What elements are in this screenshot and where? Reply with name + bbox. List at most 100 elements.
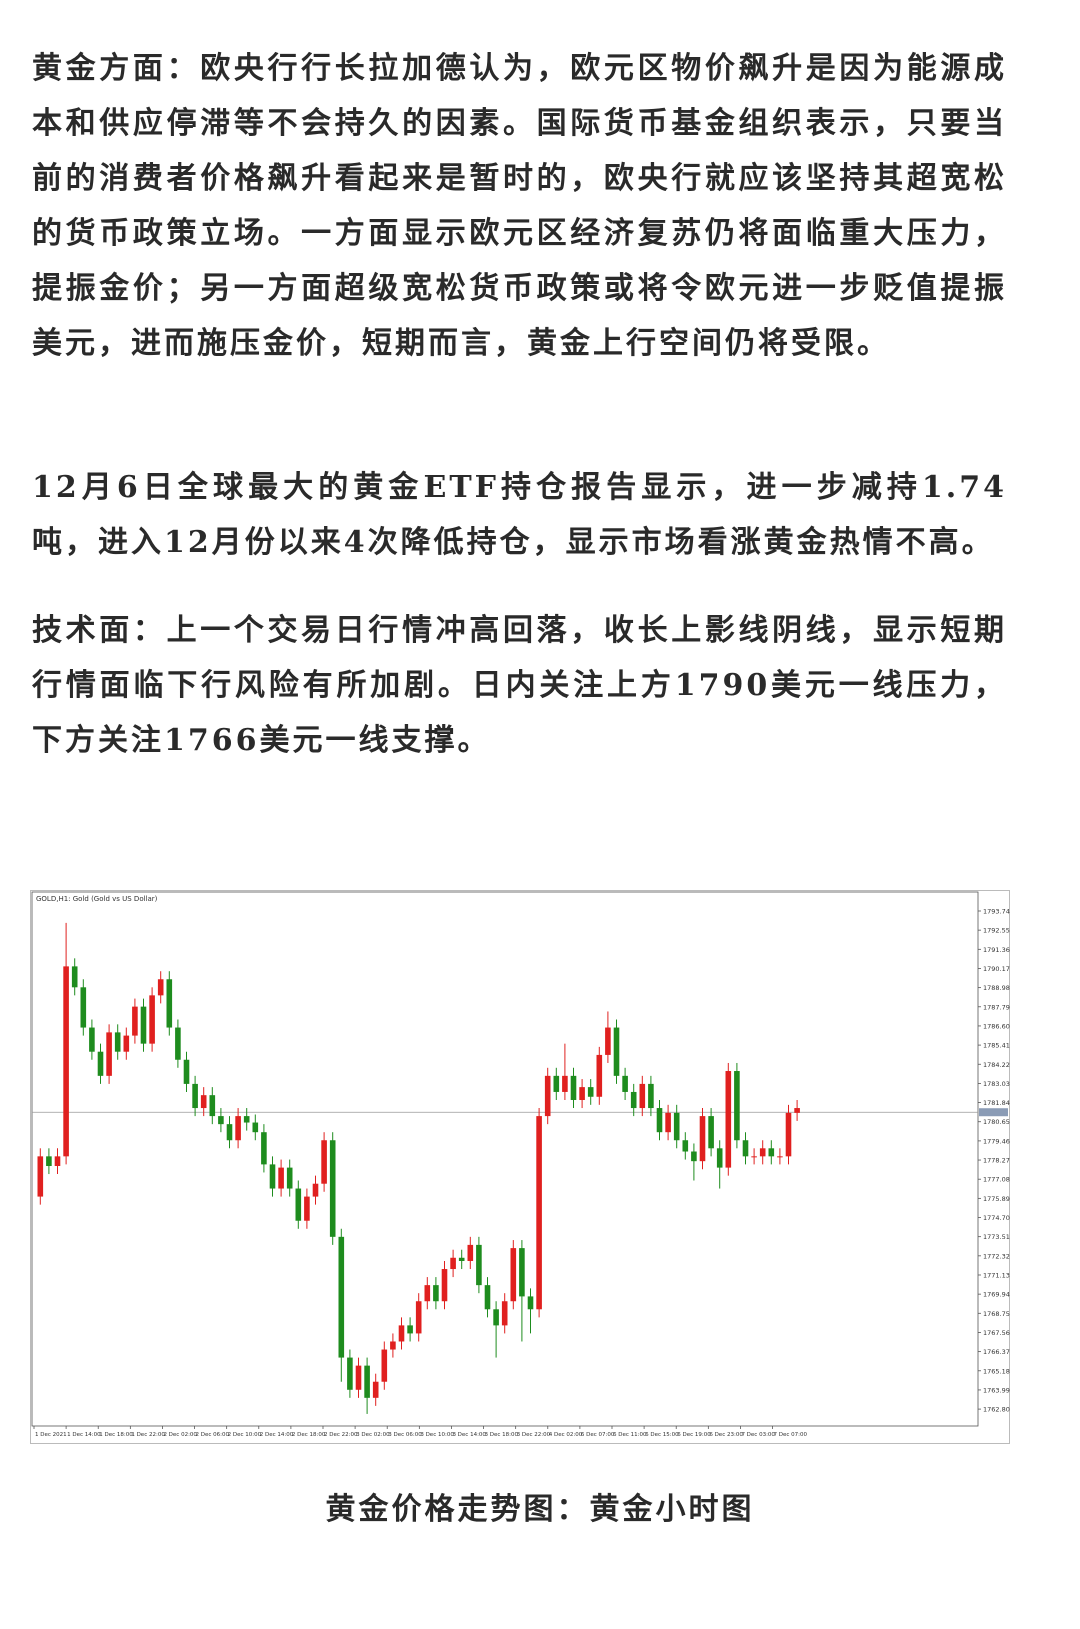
candle-body xyxy=(553,1075,560,1092)
candle-body xyxy=(587,1087,594,1097)
candle-body xyxy=(157,979,164,996)
y-tick-label: 1775.89 xyxy=(983,1195,1010,1203)
x-tick-label: 3 Dec 22:00 xyxy=(517,1432,551,1438)
y-tick-label: 1774.70 xyxy=(983,1214,1010,1222)
candle-body xyxy=(596,1054,603,1097)
candle-body xyxy=(794,1108,800,1113)
chart: GOLD,H1: Gold (Gold vs US Dollar) 1793.7… xyxy=(30,890,1010,1444)
candle-body xyxy=(458,1257,465,1261)
candle-body xyxy=(381,1349,388,1382)
candle-body xyxy=(759,1148,766,1157)
x-tick-label: 6 Dec 15:00 xyxy=(645,1432,679,1438)
y-tick-label: 1780.65 xyxy=(983,1118,1010,1126)
candle-body xyxy=(123,1035,130,1052)
candle-body xyxy=(613,1027,620,1076)
x-tick-label: 3 Dec 10:00 xyxy=(420,1432,454,1438)
candle-body xyxy=(372,1381,379,1398)
y-tick-label: 1785.41 xyxy=(983,1042,1010,1050)
y-tick-label: 1766.37 xyxy=(983,1348,1010,1356)
candle-body xyxy=(166,979,173,1028)
paragraph: 技术面：上一个交易日行情冲高回落，收长上影线阴线，显示短期行情面临下行风险有所加… xyxy=(32,613,1007,758)
candle-body xyxy=(648,1083,654,1109)
candle-body xyxy=(441,1269,448,1302)
x-tick-label: 3 Dec 18:00 xyxy=(485,1432,519,1438)
x-tick-label: 2 Dec 02:00 xyxy=(163,1432,197,1438)
candle-body xyxy=(286,1167,293,1189)
candle-body xyxy=(605,1027,611,1055)
candle-body xyxy=(510,1248,517,1302)
candle-body xyxy=(415,1301,422,1334)
y-tick-label: 1768.75 xyxy=(983,1310,1010,1318)
candle-body xyxy=(209,1095,216,1117)
y-tick-label: 1781.84 xyxy=(983,1099,1010,1107)
candle-body xyxy=(46,1156,52,1167)
y-tick-label: 1786.60 xyxy=(983,1022,1010,1030)
candle-body xyxy=(269,1164,276,1189)
x-tick-label: 3 Dec 02:00 xyxy=(356,1432,390,1438)
candle-body xyxy=(622,1075,628,1092)
candle-body xyxy=(493,1309,499,1326)
candle-body xyxy=(519,1248,525,1297)
x-tick-label: 1 Dec 18:00 xyxy=(99,1432,133,1438)
candle-body xyxy=(355,1365,362,1390)
candle-body xyxy=(742,1140,749,1157)
chart-frame xyxy=(30,890,1010,1444)
candle-body xyxy=(570,1075,577,1100)
candle-body xyxy=(218,1116,224,1125)
candle-body xyxy=(536,1116,542,1310)
candle-body xyxy=(71,966,78,988)
candle-body xyxy=(665,1112,671,1133)
candle-body xyxy=(132,1006,138,1036)
caption: 黄金价格走势图：黄金小时图 xyxy=(325,1492,755,1527)
x-tick-label: 7 Dec 07:00 xyxy=(774,1432,808,1438)
candle-body xyxy=(347,1357,353,1390)
y-tick-label: 1765.18 xyxy=(983,1367,1010,1375)
y-tick-label: 1769.94 xyxy=(983,1291,1010,1299)
candle-body xyxy=(716,1148,723,1168)
y-tick-label: 1793.74 xyxy=(983,907,1010,915)
y-tick-label: 1777.08 xyxy=(983,1176,1010,1184)
candle-body xyxy=(304,1196,310,1221)
candle-body xyxy=(80,987,87,1028)
candle-body xyxy=(544,1075,551,1117)
x-tick-label: 1 Dec 2021 xyxy=(35,1432,67,1438)
plot-frame xyxy=(31,891,979,1427)
x-tick-label: 6 Dec 23:00 xyxy=(709,1432,743,1438)
candle-body xyxy=(734,1071,740,1141)
candle-body xyxy=(656,1108,663,1133)
candle-body xyxy=(398,1325,405,1342)
candle-body xyxy=(691,1151,697,1162)
x-tick-label: 3 Dec 14:00 xyxy=(452,1432,486,1438)
paragraph: 黄金方面：欧央行行长拉加德认为，欧元区物价飙升是因为能源成本和供应停滞等不会持久… xyxy=(32,51,1007,361)
y-tick-label: 1778.27 xyxy=(983,1157,1010,1165)
candle-body xyxy=(149,995,155,1044)
y-tick-label: 1772.32 xyxy=(983,1252,1010,1260)
candle-body xyxy=(467,1244,474,1261)
candle-body xyxy=(63,966,69,1157)
candle-body xyxy=(407,1325,413,1334)
candle-body xyxy=(785,1112,792,1157)
x-tick-label: 4 Dec 02:00 xyxy=(549,1432,583,1438)
y-tick-label: 1790.17 xyxy=(983,965,1010,973)
candle-body xyxy=(725,1071,732,1168)
candle-body xyxy=(476,1244,482,1286)
candle-body xyxy=(37,1156,44,1197)
candle-body xyxy=(751,1156,757,1158)
candle-body xyxy=(200,1095,207,1109)
y-tick-label: 1762.80 xyxy=(983,1406,1010,1414)
x-tick-label: 6 Dec 07:00 xyxy=(581,1432,615,1438)
candle-body xyxy=(312,1183,319,1197)
candle-body xyxy=(106,1032,112,1076)
candle-body xyxy=(424,1285,431,1302)
candle-body xyxy=(527,1296,534,1310)
candle-body xyxy=(501,1301,508,1326)
x-tick-label: 1 Dec 22:00 xyxy=(131,1432,165,1438)
candle-body xyxy=(768,1148,775,1157)
y-tick-label: 1779.46 xyxy=(983,1137,1010,1145)
candle-body xyxy=(243,1116,250,1123)
candle-body xyxy=(390,1341,396,1350)
x-tick-label: 7 Dec 03:00 xyxy=(741,1432,775,1438)
chart-title: GOLD,H1: Gold (Gold vs US Dollar) xyxy=(36,895,158,903)
candle-body xyxy=(321,1140,327,1184)
current-price-box xyxy=(979,1108,1008,1117)
